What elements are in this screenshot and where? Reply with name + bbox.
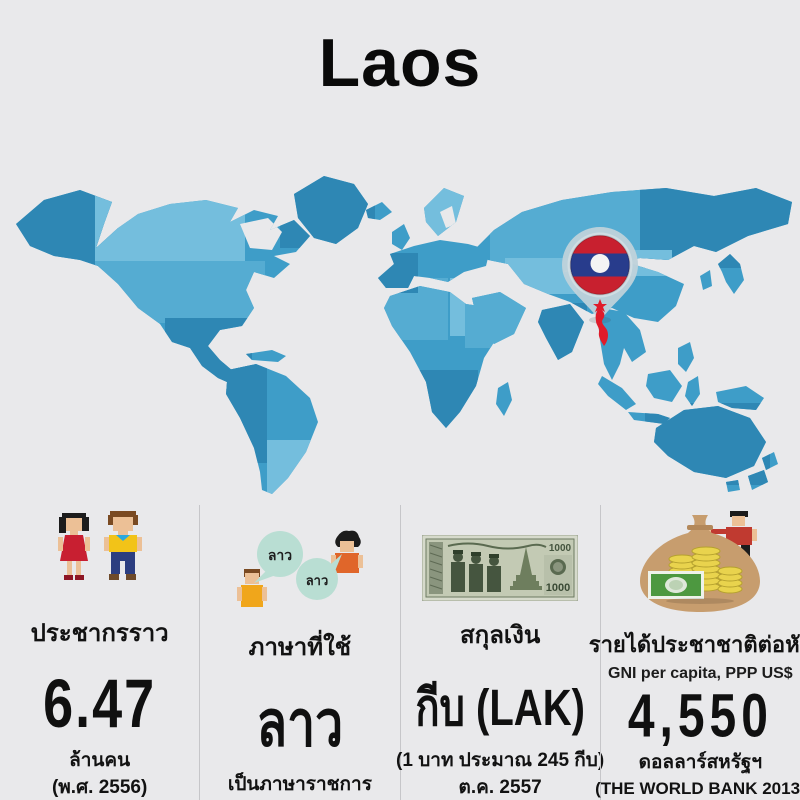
svg-text:1000: 1000 (546, 582, 570, 594)
currency-value: กีบ (LAK) (415, 679, 585, 737)
currency-date: ต.ค. 2557 (458, 776, 542, 798)
speech-bubbles-icon: ลาว ลาว (234, 511, 366, 613)
laos-country-highlight (593, 299, 608, 346)
population-year: (พ.ศ. 2556) (51, 776, 148, 798)
money-bag-icon (624, 511, 776, 613)
gni-subheading: GNI per capita, PPP US$ (608, 665, 793, 682)
svg-text:ลาว: ลาว (268, 547, 292, 563)
continents (16, 176, 792, 494)
population-unit: ล้านคน (69, 749, 131, 771)
stats-section: ประชากรราว 6.47 ล้านคน (พ.ศ. 2556) (0, 505, 800, 800)
gni-source: (THE WORLD BANK 2013) (595, 778, 800, 798)
laos-flag-icon (567, 232, 633, 298)
page-title: Laos (318, 25, 482, 101)
banknote-icon: 1000 (422, 511, 579, 601)
column-gni: รายได้ประชาชาติต่อหัว GNI per capita, PP… (589, 505, 800, 800)
currency-heading: สกุลเงิน (460, 621, 541, 649)
population-heading: ประชากรราว (30, 620, 169, 647)
gni-value: 4,550 (627, 682, 773, 751)
population-value: 6.47 (43, 665, 157, 743)
column-currency: 1000 (396, 505, 604, 800)
currency-rate: (1 บาท ประมาณ 245 กีบ) (396, 749, 605, 771)
gni-unit: ดอลลาร์สหรัฐฯ (638, 752, 763, 774)
world-map (0, 158, 800, 503)
gni-heading: รายได้ประชาชาติต่อหัว (588, 632, 800, 657)
people-icon (54, 511, 146, 599)
language-value: ลาว (256, 687, 344, 760)
language-heading: ภาษาที่ใช้ (248, 634, 352, 661)
svg-text:ลาว: ลาว (306, 573, 329, 588)
column-language: ลาว ลาว ภาษาที่ใช้ ลาว เป็นภาษาราชการ (199, 505, 399, 800)
language-note: เป็นภาษาราชการ (227, 774, 372, 795)
world-map-svg (16, 176, 792, 494)
svg-text:1000: 1000 (549, 543, 572, 554)
location-pin (562, 227, 638, 324)
column-population: ประชากรราว 6.47 ล้านคน (พ.ศ. 2556) (0, 505, 199, 800)
